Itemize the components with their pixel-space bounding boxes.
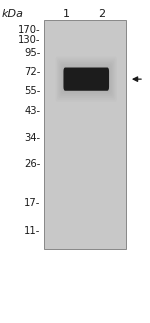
Text: 170-: 170- bbox=[18, 25, 40, 35]
FancyBboxPatch shape bbox=[61, 64, 111, 94]
Text: 1: 1 bbox=[63, 9, 69, 19]
FancyBboxPatch shape bbox=[63, 68, 109, 91]
Text: 95-: 95- bbox=[24, 48, 40, 58]
Text: 130-: 130- bbox=[18, 35, 40, 45]
Text: kDa: kDa bbox=[2, 9, 24, 19]
FancyBboxPatch shape bbox=[58, 60, 114, 98]
Text: 2: 2 bbox=[98, 9, 106, 19]
Text: 17-: 17- bbox=[24, 198, 40, 208]
FancyBboxPatch shape bbox=[57, 58, 116, 100]
Text: 55-: 55- bbox=[24, 86, 40, 96]
Text: 72-: 72- bbox=[24, 67, 40, 77]
Text: 34-: 34- bbox=[24, 133, 40, 142]
Text: 11-: 11- bbox=[24, 226, 40, 236]
Text: 26-: 26- bbox=[24, 159, 40, 169]
FancyBboxPatch shape bbox=[62, 66, 110, 92]
FancyBboxPatch shape bbox=[44, 20, 126, 249]
FancyBboxPatch shape bbox=[56, 57, 117, 102]
Text: 43-: 43- bbox=[24, 107, 40, 116]
FancyBboxPatch shape bbox=[60, 62, 113, 96]
